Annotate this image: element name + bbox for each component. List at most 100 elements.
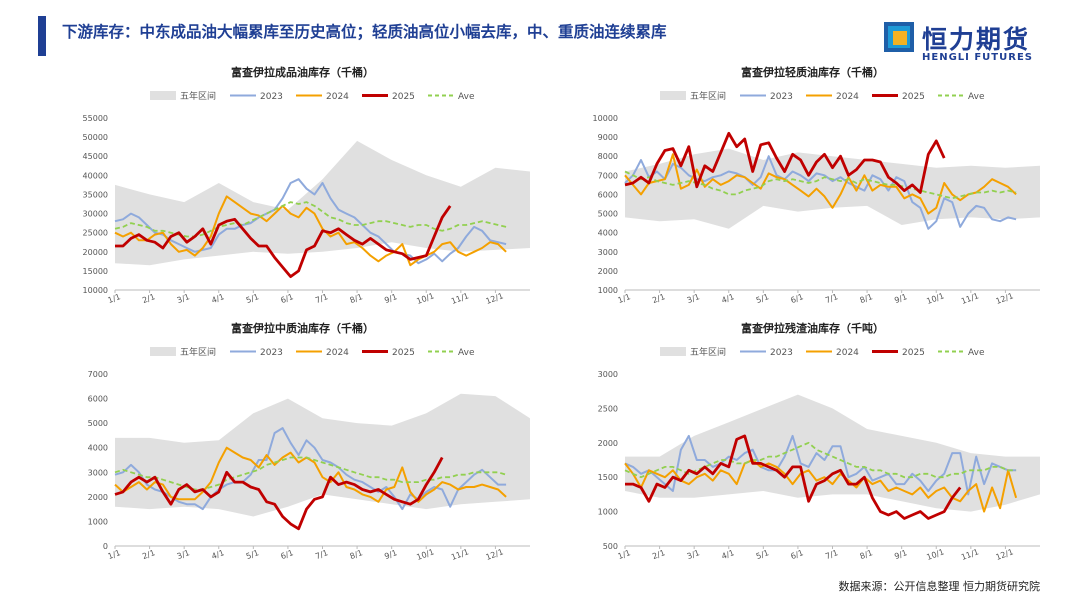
y-tick-label: 4000: [598, 229, 618, 238]
chart-title: 富查伊拉残渣油库存（千吨）: [741, 321, 884, 335]
x-tick-label: 1/1: [617, 548, 632, 561]
legend-label-y2024: 2024: [326, 348, 349, 358]
legend-label-ave: Ave: [458, 92, 475, 102]
y-tick-label: 15000: [83, 267, 108, 276]
x-tick-label: 10/1: [415, 547, 435, 562]
legend-item-y2023: 2023: [230, 92, 283, 102]
legend-item-ave: Ave: [938, 348, 985, 358]
y-tick-label: 8000: [598, 152, 618, 161]
x-tick-label: 3/1: [176, 548, 191, 561]
series-line-y2024: [624, 153, 1017, 215]
logo-mark-icon: [884, 22, 914, 52]
legend-item-y2024: 2024: [806, 92, 859, 102]
chart-svg: 富查伊拉轻质油库存（千桶） 五年区间 2023 2024 2025 Ave 1000 2000…: [593, 65, 1040, 306]
legend-label-y2023: 2023: [770, 348, 793, 358]
x-tick-label: 2/1: [141, 548, 156, 561]
x-tick-label: 8/1: [349, 548, 364, 561]
legend-label-y2024: 2024: [836, 92, 859, 102]
legend-item-band: 五年区间: [660, 346, 726, 358]
logo-subtext: HENGLI FUTURES: [922, 52, 1033, 63]
series-line-y2023: [114, 427, 507, 511]
title-accent-bar: [38, 16, 46, 56]
series-line-y2023: [114, 178, 507, 265]
legend-item-y2024: 2024: [806, 348, 859, 358]
chart-svg: 富查伊拉成品油库存（千桶） 五年区间 2023 2024 2025 Ave 10000 150…: [83, 65, 530, 306]
data-source-note: 数据来源：公开信息整理 恒力期货研究院: [838, 580, 1041, 593]
x-tick-label: 9/1: [893, 292, 908, 305]
x-tick-label: 3/1: [176, 292, 191, 305]
series-line-ave: [624, 170, 1017, 200]
x-tick-label: 4/1: [720, 548, 735, 561]
legend-label-y2024: 2024: [836, 348, 859, 358]
legend-item-y2025: 2025: [872, 348, 925, 358]
y-tick-label: 40000: [83, 171, 108, 180]
y-tick-label: 2000: [598, 267, 618, 276]
x-tick-label: 9/1: [893, 548, 908, 561]
x-tick-label: 6/1: [789, 548, 804, 561]
chart-product-inventory: 富查伊拉成品油库存（千桶） 五年区间 2023 2024 2025 Ave 10000 150…: [20, 62, 550, 312]
x-tick-label: 1/1: [107, 548, 122, 561]
series-line-y2023: [624, 434, 1017, 496]
legend-label-band: 五年区间: [180, 90, 216, 102]
x-tick-label: 11/1: [960, 291, 980, 306]
page-title: 下游库存：中东成品油大幅累库至历史高位；轻质油高位小幅去库，中、重质油连续累库: [62, 23, 667, 41]
legend-item-y2024: 2024: [296, 92, 349, 102]
y-tick-label: 5000: [88, 419, 108, 428]
legend-item-y2025: 2025: [872, 92, 925, 102]
y-tick-label: 5000: [598, 210, 618, 219]
x-tick-label: 5/1: [755, 292, 770, 305]
x-tick-label: 4/1: [720, 292, 735, 305]
x-tick-label: 7/1: [314, 292, 329, 305]
chart-title: 富查伊拉成品油库存（千桶）: [231, 65, 374, 79]
x-tick-label: 11/1: [450, 291, 470, 306]
chart-svg: 富查伊拉中质油库存（千桶） 五年区间 2023 2024 2025 Ave 0 1000 200…: [88, 321, 530, 562]
x-tick-label: 3/1: [686, 548, 701, 561]
series-line-y2025: [625, 434, 962, 520]
x-tick-label: 12/1: [995, 547, 1015, 562]
x-tick-label: 6/1: [279, 292, 294, 305]
x-tick-label: 7/1: [824, 548, 839, 561]
legend-item-y2024: 2024: [296, 348, 349, 358]
chart-title: 富查伊拉中质油库存（千桶）: [231, 321, 374, 335]
x-tick-label: 5/1: [755, 548, 770, 561]
five-year-range-band: [625, 394, 1040, 512]
legend-label-y2025: 2025: [902, 348, 925, 358]
y-tick-label: 35000: [83, 190, 108, 199]
x-tick-label: 1/1: [617, 292, 632, 305]
legend-swatch-band: [660, 347, 686, 356]
legend-label-band: 五年区间: [690, 346, 726, 358]
y-tick-label: 30000: [83, 210, 108, 219]
y-tick-label: 6000: [598, 190, 618, 199]
legend-label-band: 五年区间: [180, 346, 216, 358]
legend-item-band: 五年区间: [150, 346, 216, 358]
y-tick-label: 2500: [598, 404, 618, 413]
x-tick-label: 8/1: [859, 292, 874, 305]
y-tick-label: 3000: [598, 248, 618, 257]
x-tick-label: 4/1: [210, 548, 225, 561]
legend-label-y2023: 2023: [260, 92, 283, 102]
legend-item-y2023: 2023: [740, 348, 793, 358]
y-tick-label: 55000: [83, 114, 108, 123]
x-tick-label: 12/1: [485, 291, 505, 306]
y-tick-label: 25000: [83, 229, 108, 238]
legend-label-y2025: 2025: [902, 92, 925, 102]
y-tick-label: 50000: [83, 133, 108, 142]
legend-item-ave: Ave: [938, 92, 985, 102]
legend-swatch-band: [150, 91, 176, 100]
y-tick-label: 0: [103, 542, 108, 551]
legend-label-ave: Ave: [968, 92, 985, 102]
legend-swatch-band: [660, 91, 686, 100]
y-tick-label: 500: [603, 542, 618, 551]
x-tick-label: 11/1: [960, 547, 980, 562]
legend-label-y2025: 2025: [392, 348, 415, 358]
x-tick-label: 3/1: [686, 292, 701, 305]
series-line-ave: [114, 456, 507, 491]
legend-item-ave: Ave: [428, 92, 475, 102]
legend-item-band: 五年区间: [660, 90, 726, 102]
five-year-range-band: [625, 148, 1040, 229]
legend-item-band: 五年区间: [150, 90, 216, 102]
series-line-y2025: [114, 456, 444, 531]
x-tick-label: 8/1: [349, 292, 364, 305]
series-line-ave: [624, 441, 1017, 479]
x-tick-label: 12/1: [485, 547, 505, 562]
